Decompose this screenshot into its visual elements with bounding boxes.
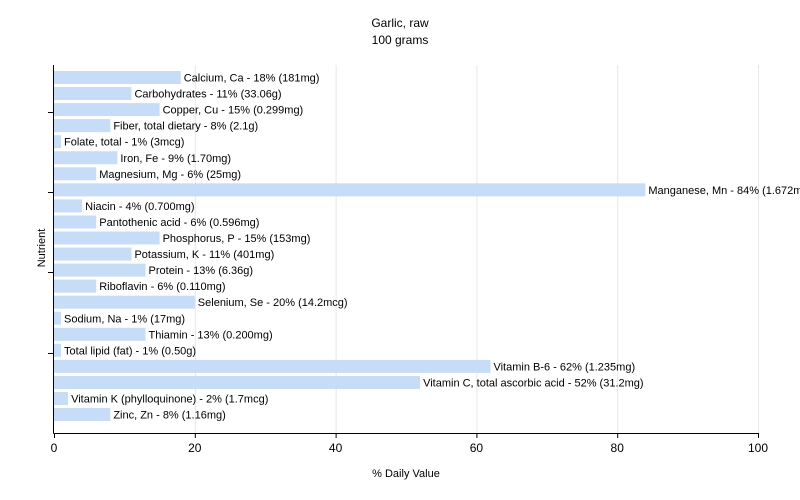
x-tick-labels: 0 20 40 60 80 100 bbox=[51, 441, 769, 455]
bar bbox=[54, 327, 146, 341]
bar bbox=[54, 151, 118, 165]
bar-label: Niacin - 4% (0.700mg) bbox=[85, 201, 194, 213]
bar-label: Sodium, Na - 1% (17mg) bbox=[64, 313, 185, 325]
bar-label: Selenium, Se - 20% (14.2mcg) bbox=[198, 297, 348, 309]
bar-labels: Calcium, Ca - 18% (181mg) Carbohydrates -… bbox=[64, 73, 800, 422]
bar bbox=[54, 279, 97, 293]
bar-label: Riboflavin - 6% (0.110mg) bbox=[99, 281, 225, 293]
chart-subtitle: 100 grams bbox=[372, 33, 429, 47]
chart-title: Garlic, raw bbox=[371, 16, 429, 30]
bar-label: Protein - 13% (6.36g) bbox=[149, 265, 254, 277]
bar-label: Copper, Cu - 15% (0.299mg) bbox=[163, 105, 304, 117]
bar bbox=[54, 231, 160, 245]
bar-label: Zinc, Zn - 8% (1.16mg) bbox=[113, 410, 225, 422]
bar bbox=[54, 215, 97, 229]
bar bbox=[54, 343, 62, 357]
bar bbox=[54, 119, 111, 133]
bar-label: Magnesium, Mg - 6% (25mg) bbox=[99, 169, 241, 181]
axes bbox=[48, 65, 759, 438]
bar-label: Total lipid (fat) - 1% (0.50g) bbox=[64, 345, 196, 357]
x-tick-label: 0 bbox=[51, 441, 58, 455]
bar-label: Pantothenic acid - 6% (0.596mg) bbox=[99, 217, 259, 229]
bars bbox=[54, 71, 646, 422]
bar bbox=[54, 359, 491, 373]
x-tick-label: 80 bbox=[611, 441, 625, 455]
bar bbox=[54, 263, 146, 277]
bar bbox=[54, 103, 160, 117]
bar bbox=[54, 295, 195, 309]
bar-label: Carbohydrates - 11% (33.06g) bbox=[134, 89, 281, 101]
bar bbox=[54, 183, 646, 197]
x-tick-label: 20 bbox=[188, 441, 202, 455]
bar-label: Vitamin K (phylloquinone) - 2% (1.7mcg) bbox=[71, 394, 268, 406]
x-axis-label: % Daily Value bbox=[372, 468, 440, 480]
y-axis-label: Nutrient bbox=[36, 229, 48, 268]
bar bbox=[54, 135, 62, 149]
bar-label: Manganese, Mn - 84% (1.672mg) bbox=[648, 185, 800, 197]
bar bbox=[54, 408, 111, 422]
bar-label: Phosphorus, P - 15% (153mg) bbox=[163, 233, 311, 245]
bar bbox=[54, 375, 421, 389]
bar-label: Iron, Fe - 9% (1.70mg) bbox=[120, 153, 231, 165]
bar bbox=[54, 199, 83, 213]
bar-label: Folate, total - 1% (3mcg) bbox=[64, 137, 184, 149]
bar bbox=[54, 71, 181, 84]
x-tick-label: 60 bbox=[470, 441, 484, 455]
bar-label: Calcium, Ca - 18% (181mg) bbox=[184, 73, 320, 85]
x-tick-label: 40 bbox=[329, 441, 343, 455]
bar bbox=[54, 167, 97, 181]
bar-label: Potassium, K - 11% (401mg) bbox=[134, 249, 274, 261]
bar-label: Thiamin - 13% (0.200mg) bbox=[149, 329, 273, 341]
bar-label: Fiber, total dietary - 8% (2.1g) bbox=[113, 121, 258, 133]
x-tick-label: 100 bbox=[748, 441, 768, 455]
bar bbox=[54, 87, 132, 101]
bar bbox=[54, 311, 62, 325]
bar-label: Vitamin C, total ascorbic acid - 52% (31… bbox=[423, 377, 643, 389]
bar-label: Vitamin B-6 - 62% (1.235mg) bbox=[493, 361, 635, 373]
bar bbox=[54, 392, 69, 405]
bar bbox=[54, 247, 132, 261]
